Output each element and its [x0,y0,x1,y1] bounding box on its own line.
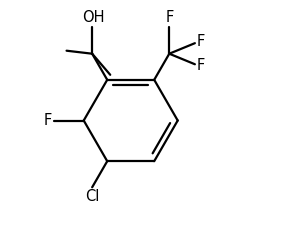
Text: OH: OH [82,10,105,25]
Text: F: F [197,34,205,49]
Text: F: F [44,113,52,128]
Text: F: F [165,10,173,25]
Text: Cl: Cl [85,189,99,204]
Text: F: F [197,58,205,73]
